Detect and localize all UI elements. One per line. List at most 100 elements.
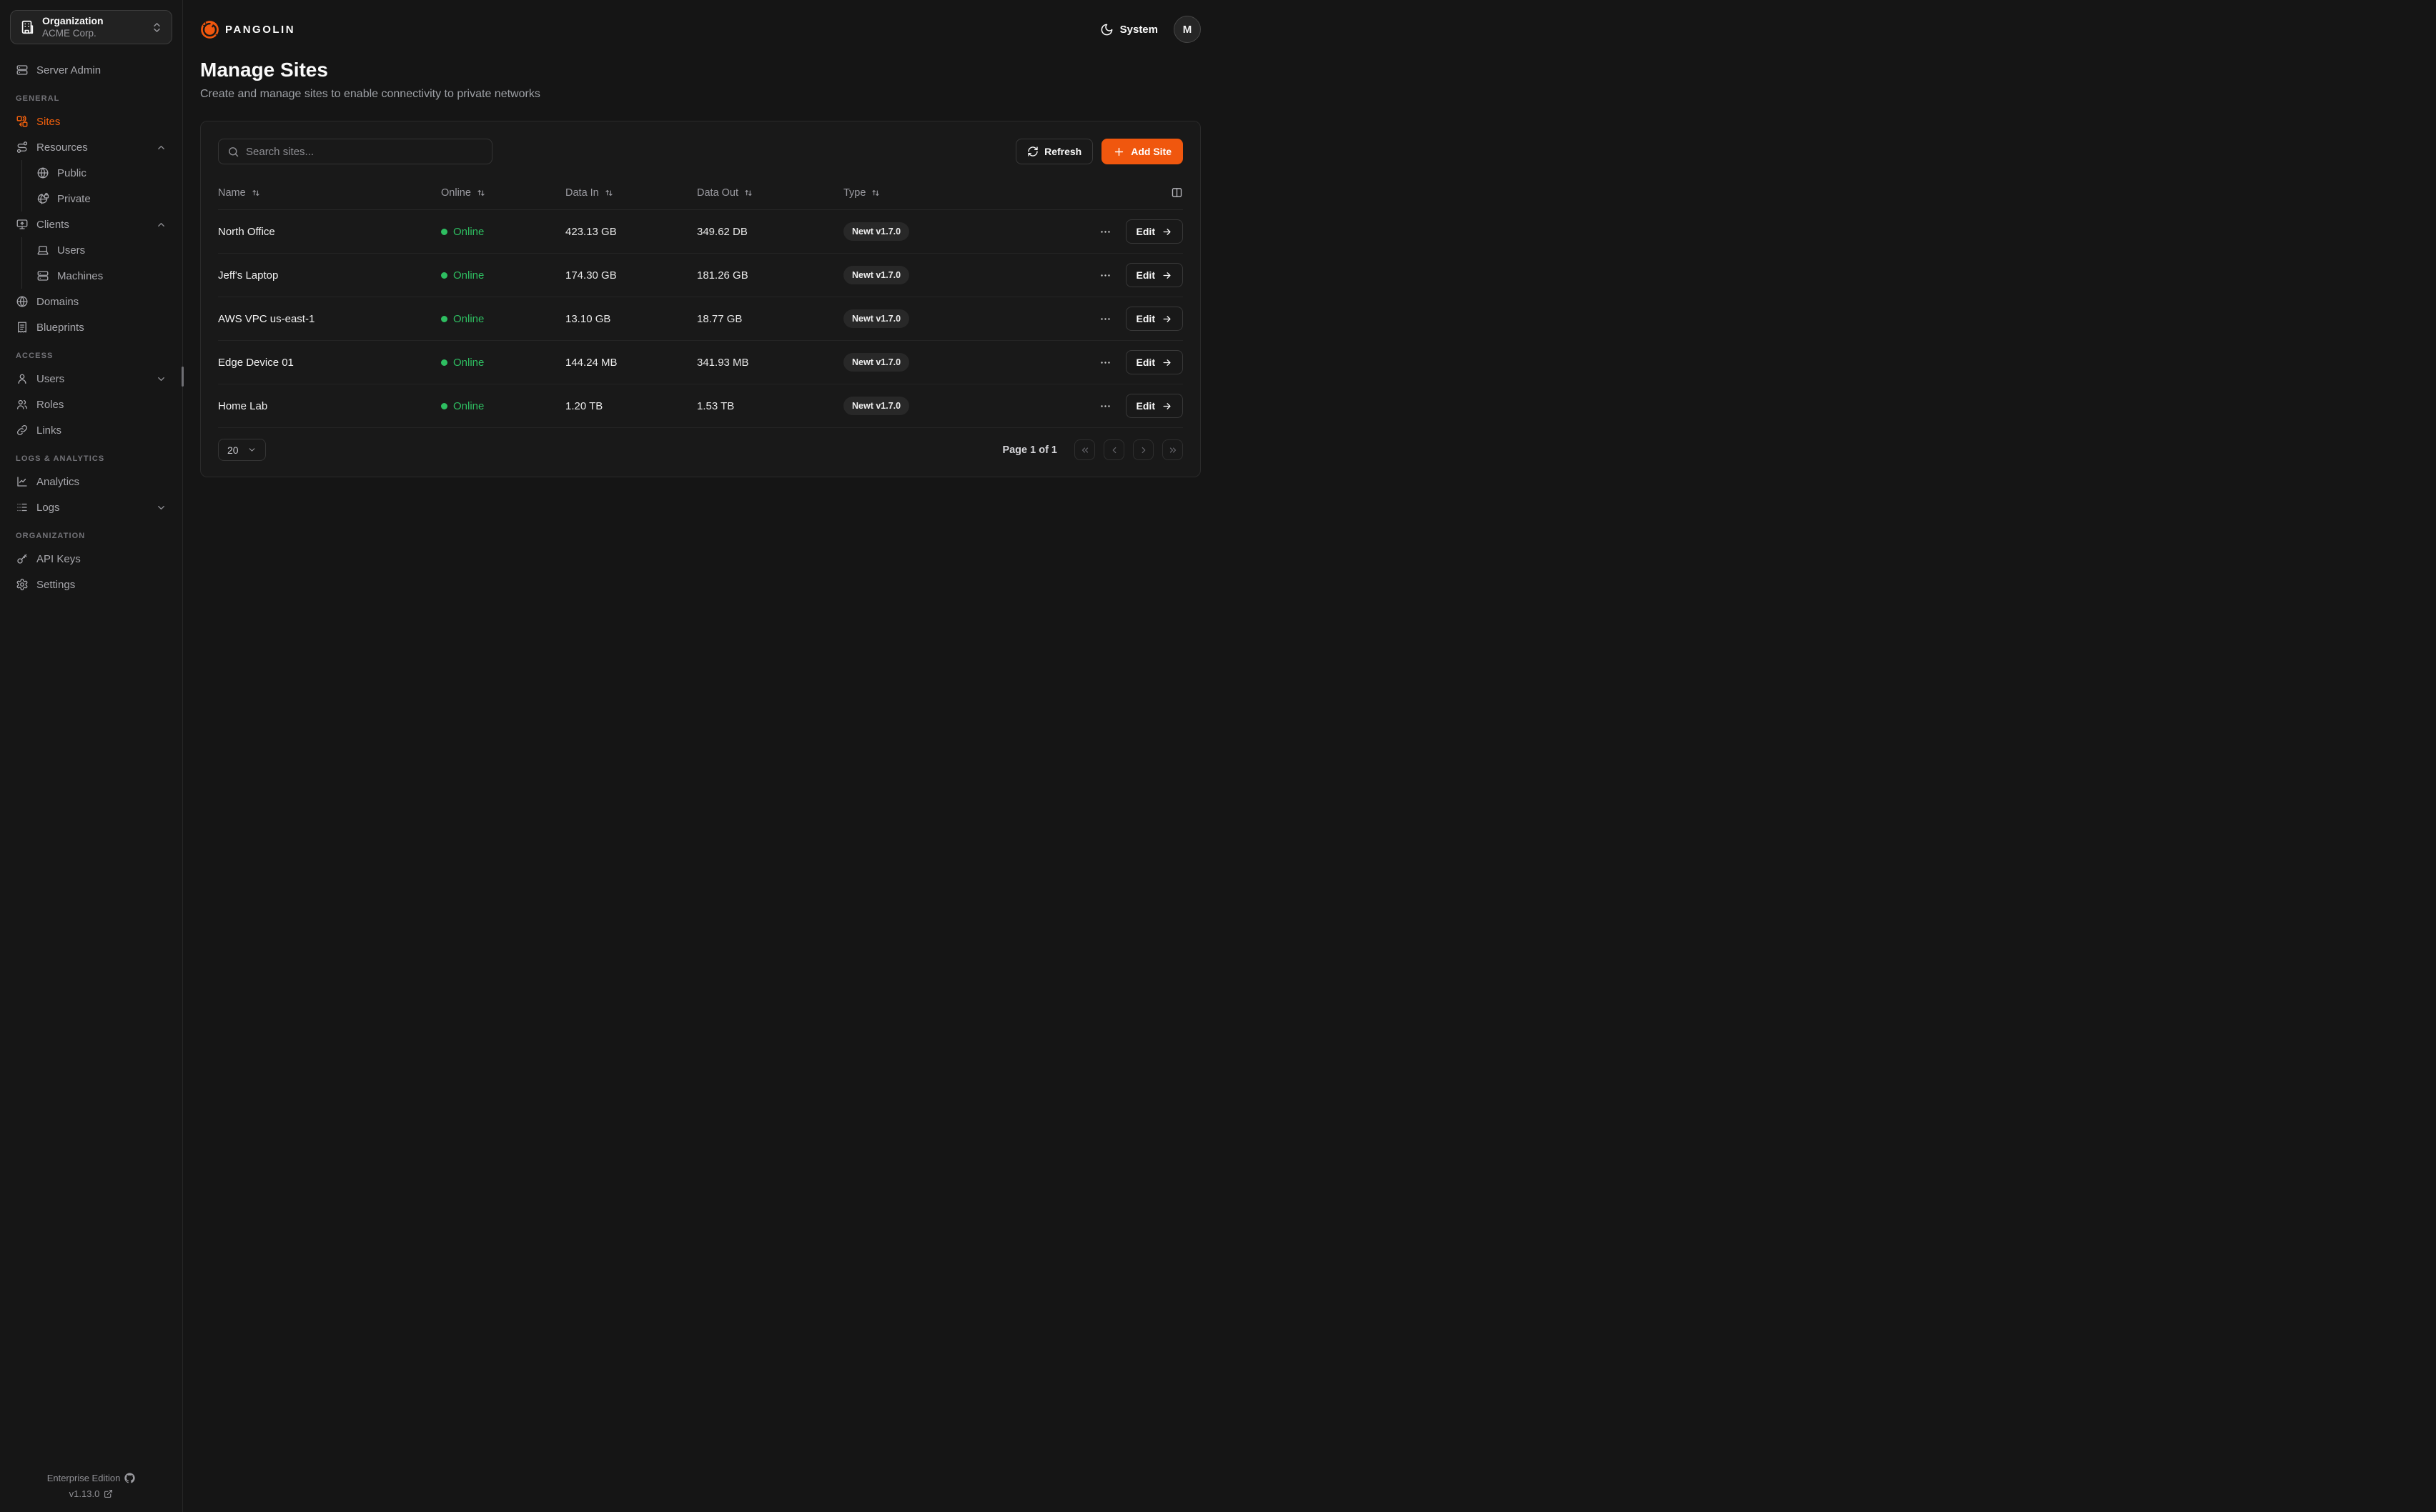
resources-subnav: Public Private: [21, 160, 172, 212]
page-title: Manage Sites: [200, 59, 328, 81]
sidebar-item-sites[interactable]: Sites: [10, 109, 172, 134]
search-input[interactable]: [246, 145, 483, 158]
page-subtitle: Create and manage sites to enable connec…: [200, 88, 540, 100]
row-menu-button[interactable]: [1096, 267, 1114, 284]
column-header-data-in[interactable]: Data In: [565, 187, 697, 199]
external-link-icon[interactable]: [104, 1489, 113, 1498]
sidebar-item-analytics[interactable]: Analytics: [10, 469, 172, 494]
site-name: Home Lab: [218, 399, 268, 412]
sidebar-item-label: Sites: [36, 115, 61, 128]
top-bar: PANGOLIN System M: [200, 0, 1201, 54]
link-icon: [16, 424, 29, 437]
chevrons-up-down-icon: [151, 21, 163, 34]
card-toolbar: Refresh Add Site: [218, 139, 1183, 164]
page-size-select[interactable]: 20: [218, 439, 266, 461]
edit-button[interactable]: Edit: [1125, 219, 1183, 244]
column-label: Type: [843, 186, 866, 199]
column-header-name[interactable]: Name: [218, 187, 441, 199]
section-label-access: ACCESS: [16, 352, 54, 360]
sidebar-item-public[interactable]: Public: [22, 160, 172, 186]
key-icon: [16, 552, 29, 565]
sites-card: Refresh Add Site Name Online Data: [200, 121, 1201, 477]
chevron-down-icon: [247, 445, 257, 454]
sidebar-scrollbar-thumb[interactable]: [182, 367, 184, 387]
site-data-out: 181.26 GB: [697, 269, 748, 282]
user-icon: [16, 372, 29, 385]
sidebar-item-label: Server Admin: [36, 64, 102, 76]
column-header-data-out[interactable]: Data Out: [697, 187, 843, 199]
org-selector-label: Organization: [42, 15, 104, 26]
add-site-button[interactable]: Add Site: [1101, 139, 1183, 164]
sidebar-item-blueprints[interactable]: Blueprints: [10, 314, 172, 340]
version-label[interactable]: v1.13.0: [69, 1488, 100, 1499]
status-label: Online: [453, 225, 485, 238]
status-label: Online: [453, 399, 485, 412]
last-page-button[interactable]: [1162, 439, 1183, 460]
refresh-label: Refresh: [1044, 146, 1082, 157]
sidebar-item-domains[interactable]: Domains: [10, 289, 172, 314]
row-menu-button[interactable]: [1096, 354, 1114, 372]
refresh-button[interactable]: Refresh: [1016, 139, 1094, 164]
sidebar-item-links[interactable]: Links: [10, 417, 172, 443]
column-label: Name: [218, 186, 246, 199]
edition-label: Enterprise Edition: [46, 1473, 121, 1483]
status-label: Online: [453, 312, 485, 325]
avatar[interactable]: M: [1174, 16, 1201, 43]
search-box[interactable]: [218, 139, 492, 164]
row-actions: Edit: [990, 219, 1183, 244]
row-menu-button[interactable]: [1096, 397, 1114, 415]
row-menu-button[interactable]: [1096, 310, 1114, 328]
arrow-right-icon: [1162, 401, 1172, 412]
sidebar-item-roles[interactable]: Roles: [10, 392, 172, 417]
receipt-icon: [16, 321, 29, 334]
column-label: Data In: [565, 186, 599, 199]
plus-icon: [1113, 146, 1125, 158]
next-page-button[interactable]: [1133, 439, 1154, 460]
column-header-type[interactable]: Type: [843, 187, 990, 199]
site-data-in: 174.30 GB: [565, 269, 617, 282]
edit-button[interactable]: Edit: [1125, 350, 1183, 374]
sidebar-item-label: Links: [36, 424, 62, 437]
edit-button[interactable]: Edit: [1125, 307, 1183, 331]
prev-page-button[interactable]: [1104, 439, 1124, 460]
sidebar-item-users[interactable]: Users: [10, 366, 172, 392]
org-selector[interactable]: Organization ACME Corp.: [10, 10, 172, 44]
sidebar-item-resources[interactable]: Resources: [10, 134, 172, 160]
row-menu-button[interactable]: [1096, 223, 1114, 241]
globe-lock-icon: [36, 192, 49, 205]
column-label: Online: [441, 186, 471, 199]
theme-toggle[interactable]: System: [1100, 23, 1158, 36]
edit-button[interactable]: Edit: [1125, 263, 1183, 287]
main-content: PANGOLIN System M Manage Sites Create an…: [183, 0, 1218, 477]
column-visibility-button[interactable]: [990, 186, 1183, 199]
section-label-logs-analytics: LOGS & ANALYTICS: [16, 454, 105, 463]
column-header-online[interactable]: Online: [441, 187, 565, 199]
sidebar-item-logs[interactable]: Logs: [10, 494, 172, 520]
row-actions: Edit: [990, 350, 1183, 374]
sidebar-item-api-keys[interactable]: API Keys: [10, 546, 172, 572]
section-label-general: GENERAL: [16, 94, 60, 103]
sidebar-item-clients[interactable]: Clients: [10, 212, 172, 237]
brand-name: PANGOLIN: [225, 23, 296, 36]
type-badge: Newt v1.7.0: [843, 266, 910, 284]
sidebar-item-client-users[interactable]: Users: [22, 237, 172, 263]
online-dot-icon: [441, 315, 447, 322]
monitor-up-icon: [16, 218, 29, 231]
site-data-in: 1.20 TB: [565, 399, 603, 412]
online-dot-icon: [441, 272, 447, 279]
sidebar-item-server-admin[interactable]: Server Admin: [10, 57, 172, 83]
sidebar-item-label: Private: [57, 192, 91, 205]
sidebar-item-private[interactable]: Private: [22, 186, 172, 212]
github-icon[interactable]: [124, 1473, 135, 1483]
site-status: Online: [441, 313, 565, 325]
sidebar-item-label: Domains: [36, 295, 79, 308]
arrow-right-icon: [1162, 314, 1172, 324]
online-dot-icon: [441, 359, 447, 366]
sidebar-item-settings[interactable]: Settings: [10, 572, 172, 597]
sidebar-item-machines[interactable]: Machines: [22, 263, 172, 289]
columns-icon: [1171, 186, 1183, 199]
first-page-button[interactable]: [1074, 439, 1095, 460]
site-status: Online: [441, 400, 565, 412]
edit-button[interactable]: Edit: [1125, 394, 1183, 418]
sidebar-item-label: Roles: [36, 398, 64, 411]
